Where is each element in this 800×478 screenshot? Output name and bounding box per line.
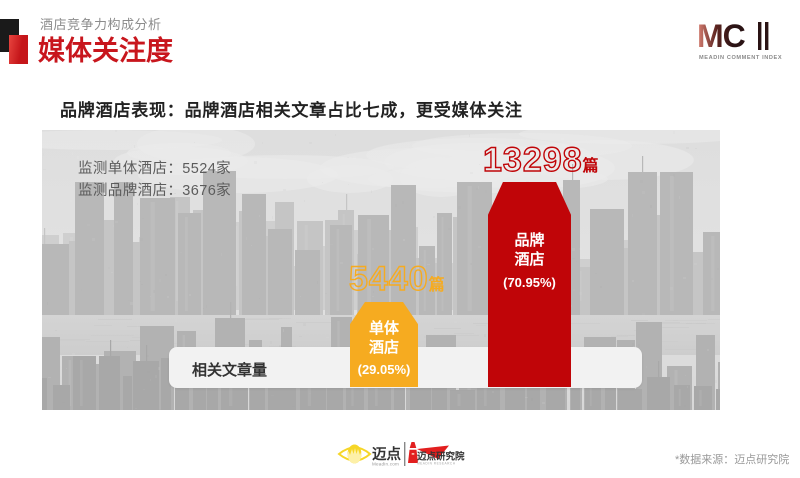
svg-text:MC: MC [697,20,746,54]
svg-text:MEADIN RESEARCH: MEADIN RESEARCH [417,462,456,466]
svg-text:Meadin.com: Meadin.com [372,461,399,466]
